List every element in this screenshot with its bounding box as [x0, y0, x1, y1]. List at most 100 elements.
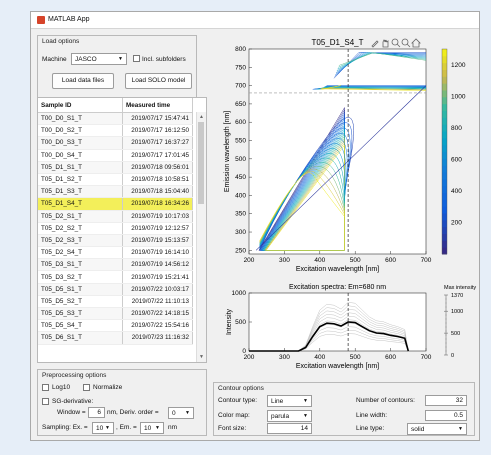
table-row[interactable]: T00_D0_S3_T 2019/07/17 16:37:27 — [38, 136, 193, 150]
measured-time-cell[interactable]: 2019/07/23 11:16:32 — [122, 331, 193, 345]
measured-time-cell[interactable]: 2019/07/19 12:12:57 — [122, 222, 193, 235]
scroll-up-icon[interactable]: ▲ — [199, 114, 204, 120]
chevron-down-icon: ▼ — [458, 426, 463, 432]
sample-id-cell[interactable]: T00_D0_S4_T — [38, 149, 123, 162]
table-row[interactable]: T05_D5_S3_T 2019/07/22 14:18:15 — [38, 307, 193, 321]
ex-sampling-dropdown[interactable]: 10 ▼ — [92, 422, 114, 434]
colorbar-segment — [442, 49, 447, 57]
line-type-dropdown[interactable]: solid ▼ — [407, 423, 467, 435]
brush-icon[interactable] — [371, 40, 379, 48]
colorbar-segment — [442, 69, 447, 77]
load-solo-model-button[interactable]: Load SOLO model — [125, 73, 192, 89]
load-data-files-button[interactable]: Load data files — [52, 73, 114, 89]
sample-id-cell[interactable]: T05_D6_S1_T — [38, 331, 123, 345]
measured-time-cell[interactable]: 2019/07/18 09:56:01 — [122, 161, 193, 174]
sample-id-cell[interactable]: T05_D5_S2_T — [38, 295, 123, 309]
contour-line — [335, 52, 427, 75]
sample-id-cell[interactable]: T05_D1_S2_T — [38, 173, 123, 187]
contour-line — [338, 52, 427, 66]
sample-table[interactable]: Sample ID Measured time T00_D0_S1_T 2019/… — [37, 97, 207, 363]
home-icon[interactable] — [411, 38, 421, 48]
table-row[interactable]: T05_D2_S3_T 2019/07/19 15:13:57 — [38, 234, 193, 248]
sample-id-cell[interactable]: T05_D5_S4_T — [38, 319, 123, 333]
sample-id-cell[interactable]: T05_D2_S4_T — [38, 246, 123, 260]
measured-time-cell[interactable]: 2019/07/19 16:14:10 — [122, 246, 193, 260]
sg-derivative-checkbox[interactable] — [42, 398, 49, 405]
zoom-out-icon[interactable] — [401, 38, 411, 48]
table-row[interactable]: T05_D5_S2_T 2019/07/22 11:10:13 — [38, 295, 193, 309]
table-row[interactable]: T05_D5_S1_T 2019/07/22 10:03:17 — [38, 283, 193, 296]
charts-area[interactable]: T05_D1_S4_T 200 300 400 500 600 700 250 300 350 40… — [31, 12, 481, 382]
sample-id-cell[interactable]: T00_D0_S3_T — [38, 136, 123, 150]
measured-time-cell[interactable]: 2019/07/17 15:47:41 — [122, 112, 193, 126]
sample-id-cell[interactable]: T05_D3_S1_T — [38, 258, 123, 272]
measured-time-cell[interactable]: 2019/07/18 10:58:51 — [122, 173, 193, 187]
sample-id-cell[interactable]: T05_D1_S1_T — [38, 161, 123, 174]
measured-time-cell[interactable]: 2019/07/17 16:12:50 — [122, 124, 193, 138]
excitation-spectra-plot[interactable]: Excitation spectra: Em=680 nm 200 300 400 50… — [226, 284, 432, 370]
machine-dropdown[interactable]: JASCO ▼ — [71, 53, 127, 65]
sample-id-cell[interactable]: T05_D5_S1_T — [38, 283, 123, 296]
contour-y-tick-label: 400 — [235, 192, 246, 199]
measured-time-cell[interactable]: 2019/07/22 11:10:13 — [122, 295, 193, 309]
measured-time-cell[interactable]: 2019/07/17 16:37:27 — [122, 136, 193, 150]
table-row[interactable]: T00_D0_S1_T 2019/07/17 15:47:41 — [38, 112, 193, 126]
table-row[interactable]: T05_D1_S4_T 2019/07/18 16:34:26 — [38, 197, 193, 211]
measured-time-cell[interactable]: 2019/07/17 17:01:45 — [122, 149, 193, 162]
colorbar-segment — [442, 185, 447, 193]
preprocessing-title: Preprocessing options — [42, 372, 107, 379]
sample-id-cell[interactable]: T05_D1_S3_T — [38, 185, 123, 199]
table-row[interactable]: T00_D0_S4_T 2019/07/17 17:01:45 — [38, 149, 193, 162]
sample-id-cell[interactable]: T05_D2_S1_T — [38, 210, 123, 223]
measured-time-cell[interactable]: 2019/07/22 10:03:17 — [122, 283, 193, 296]
sample-id-cell[interactable]: T05_D3_S2_T — [38, 270, 123, 284]
table-row[interactable]: T05_D5_S4_T 2019/07/22 15:54:16 — [38, 319, 193, 333]
axes-toolbar[interactable] — [371, 38, 421, 48]
table-row[interactable]: T05_D2_S4_T 2019/07/19 16:14:10 — [38, 246, 193, 260]
scroll-thumb[interactable] — [198, 122, 204, 204]
normalize-checkbox[interactable] — [83, 384, 90, 391]
table-row[interactable]: T05_D1_S3_T 2019/07/18 15:04:40 — [38, 185, 193, 199]
measured-time-cell[interactable]: 2019/07/22 15:54:16 — [122, 319, 193, 333]
table-row[interactable]: T05_D1_S2_T 2019/07/18 10:58:51 — [38, 173, 193, 187]
log10-checkbox[interactable] — [42, 384, 49, 391]
sample-id-cell[interactable]: T05_D2_S3_T — [38, 234, 123, 248]
sample-id-cell[interactable]: T00_D0_S1_T — [38, 112, 123, 126]
zoom-in-icon[interactable] — [391, 38, 401, 48]
font-size-input[interactable]: 14 — [267, 423, 312, 434]
window-input[interactable]: 6 — [88, 407, 105, 418]
measured-time-cell[interactable]: 2019/07/18 16:34:26 — [122, 197, 193, 211]
table-row[interactable]: T05_D3_S2_T 2019/07/19 15:21:41 — [38, 270, 193, 284]
contour-type-dropdown[interactable]: Line ▼ — [267, 395, 312, 407]
measured-time-cell[interactable]: 2019/07/19 14:56:12 — [122, 258, 193, 272]
column-header-measured-time[interactable]: Measured time — [122, 98, 193, 113]
spectrum-line-selected — [249, 321, 410, 352]
table-row[interactable]: T05_D2_S1_T 2019/07/19 10:17:03 — [38, 210, 193, 223]
table-row[interactable]: T05_D3_S1_T 2019/07/19 14:56:12 — [38, 258, 193, 272]
table-row[interactable]: T00_D0_S2_T 2019/07/17 16:12:50 — [38, 124, 193, 138]
measured-time-cell[interactable]: 2019/07/18 15:04:40 — [122, 185, 193, 199]
table-row[interactable]: T05_D1_S1_T 2019/07/18 09:56:01 — [38, 161, 193, 174]
sample-id-cell[interactable]: T05_D2_S2_T — [38, 222, 123, 235]
table-scrollbar[interactable]: ▲ ▼ — [196, 112, 206, 362]
measured-time-cell[interactable]: 2019/07/22 14:18:15 — [122, 307, 193, 321]
sample-id-cell[interactable]: T05_D5_S3_T — [38, 307, 123, 321]
pan-icon[interactable] — [382, 39, 389, 48]
table-row[interactable]: T05_D2_S2_T 2019/07/19 12:12:57 — [38, 222, 193, 235]
measured-time-cell[interactable]: 2019/07/19 15:13:57 — [122, 234, 193, 248]
contour-plot[interactable]: T05_D1_S4_T 200 300 400 500 600 700 250 300 350 40… — [224, 38, 432, 273]
window-title: MATLAB App — [48, 16, 90, 23]
deriv-order-dropdown[interactable]: 0 ▼ — [168, 407, 194, 419]
number-of-contours-input[interactable]: 32 — [425, 395, 467, 406]
column-header-sample-id[interactable]: Sample ID — [38, 98, 123, 113]
sample-id-cell[interactable]: T00_D0_S2_T — [38, 124, 123, 138]
scroll-down-icon[interactable]: ▼ — [199, 354, 204, 360]
sample-id-cell[interactable]: T05_D1_S4_T — [38, 197, 123, 211]
color-map-dropdown[interactable]: parula ▼ — [267, 410, 312, 422]
incl-subfolders-checkbox[interactable] — [133, 55, 140, 62]
line-width-input[interactable]: 0.5 — [425, 410, 467, 421]
table-row[interactable]: T05_D6_S1_T 2019/07/23 11:16:32 — [38, 331, 193, 345]
measured-time-cell[interactable]: 2019/07/19 10:17:03 — [122, 210, 193, 223]
measured-time-cell[interactable]: 2019/07/19 15:21:41 — [122, 270, 193, 284]
em-sampling-dropdown[interactable]: 10 ▼ — [140, 422, 164, 434]
